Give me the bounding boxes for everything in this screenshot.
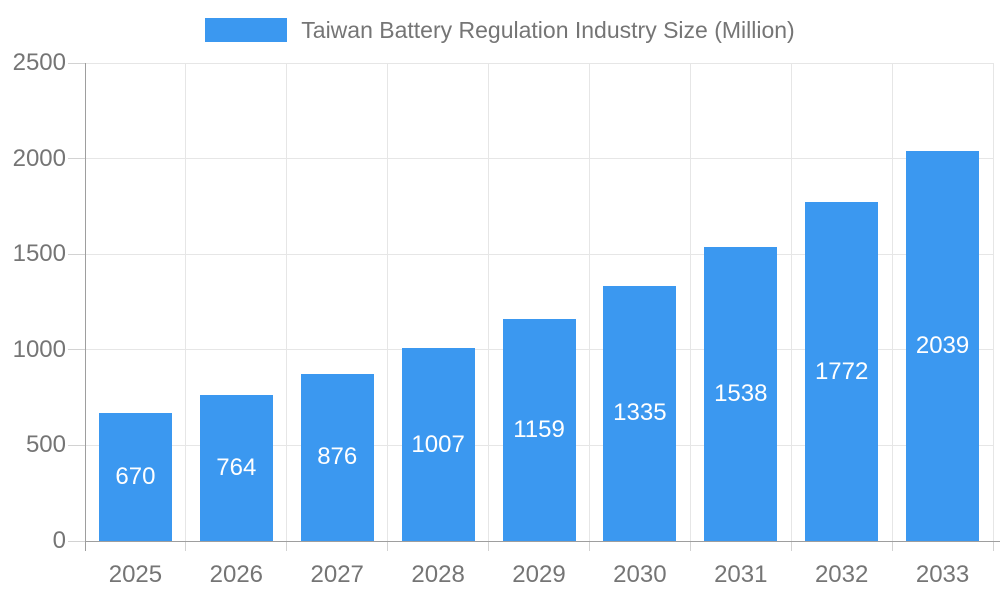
legend[interactable]: Taiwan Battery Regulation Industry Size … (0, 16, 1000, 44)
legend-label: Taiwan Battery Regulation Industry Size … (301, 16, 795, 43)
x-axis-label: 2031 (714, 561, 768, 588)
y-axis-tick (68, 62, 85, 64)
x-axis-label: 2025 (108, 561, 163, 588)
x-axis-tick (488, 541, 490, 551)
y-axis-tick (68, 253, 85, 255)
bar-value-label: 764 (216, 453, 257, 481)
y-axis-label: 1000 (12, 335, 66, 363)
bar[interactable] (98, 412, 172, 541)
x-axis-tick (286, 541, 288, 551)
bar[interactable] (300, 373, 374, 541)
x-axis-tick (387, 541, 389, 551)
gridline-vertical (790, 63, 792, 541)
y-axis-tick (68, 540, 85, 542)
x-axis-tick (992, 541, 994, 551)
x-axis-tick (588, 541, 590, 551)
y-axis-line (84, 63, 86, 551)
gridline-vertical (992, 63, 994, 541)
bar[interactable] (502, 319, 576, 541)
x-axis-tick (185, 541, 187, 551)
bar[interactable] (401, 348, 475, 541)
bar[interactable] (199, 394, 273, 541)
bar-value-label: 876 (317, 443, 358, 471)
x-axis-label: 2030 (613, 561, 667, 588)
gridline-vertical (387, 63, 389, 541)
bar[interactable] (603, 285, 677, 541)
gridline-vertical (689, 63, 691, 541)
x-axis-label: 2032 (814, 561, 869, 588)
y-axis-tick (68, 444, 85, 446)
y-axis-label: 1500 (12, 240, 66, 268)
bar[interactable] (704, 246, 778, 541)
gridline-vertical (891, 63, 893, 541)
y-axis-tick (68, 349, 85, 351)
y-axis-label: 0 (52, 527, 66, 554)
gridline-horizontal (85, 158, 993, 160)
bar-value-label: 670 (115, 462, 156, 490)
legend-marker-swatch (205, 18, 288, 42)
x-axis-label: 2028 (411, 561, 465, 588)
x-axis-tick (689, 541, 691, 551)
bar-value-label: 1335 (613, 399, 667, 427)
x-axis-label: 2033 (915, 561, 970, 588)
gridline-horizontal (85, 253, 993, 255)
x-axis-tick (891, 541, 893, 551)
bar-value-label: 1159 (513, 416, 565, 444)
bar-value-label: 1007 (411, 430, 465, 458)
x-axis-tick (790, 541, 792, 551)
gridline-horizontal (85, 62, 993, 64)
x-axis-label: 2027 (310, 561, 364, 588)
x-axis-label: 2029 (512, 561, 566, 588)
bar-value-label: 1538 (714, 379, 768, 407)
y-axis-tick (68, 158, 85, 160)
gridline-vertical (185, 63, 187, 541)
x-axis-label: 2026 (209, 561, 264, 588)
gridline-vertical (286, 63, 288, 541)
y-axis-label: 2000 (12, 144, 66, 172)
bar[interactable] (805, 202, 879, 541)
gridline-vertical (588, 63, 590, 541)
x-axis-line (85, 540, 1000, 542)
gridline-vertical (488, 63, 490, 541)
bar-value-label: 1772 (814, 357, 869, 385)
y-axis-label: 500 (25, 431, 66, 459)
y-axis-label: 2500 (12, 49, 66, 76)
bar-value-label: 2039 (915, 332, 970, 360)
bar[interactable] (906, 151, 980, 541)
